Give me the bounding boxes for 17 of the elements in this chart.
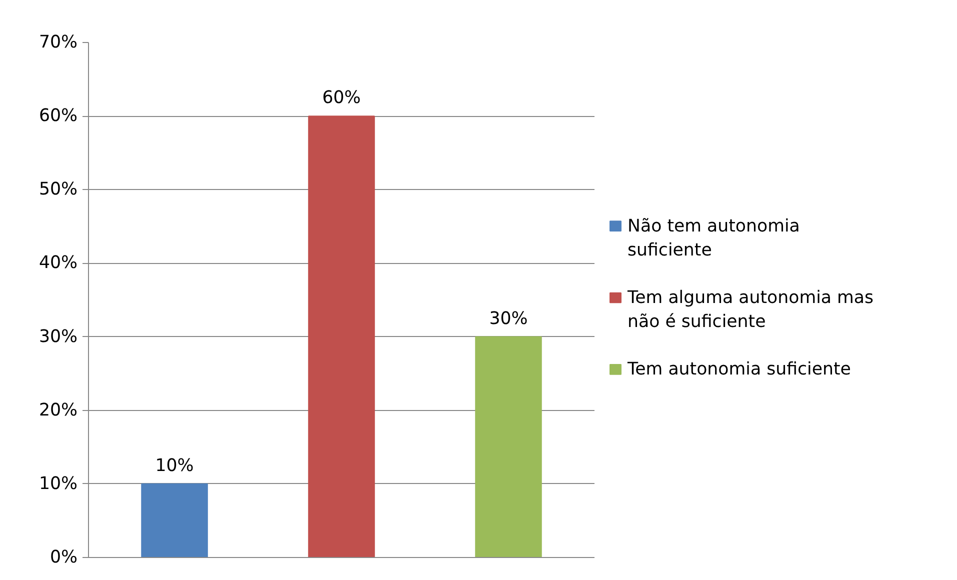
y-tick-label: 70% bbox=[38, 32, 78, 52]
y-tick-label: 40% bbox=[38, 253, 78, 274]
data-label: 60% bbox=[322, 88, 361, 108]
legend-label: Tem alguma autonomia mas não é suficiente bbox=[626, 288, 874, 332]
y-tick-label: 0% bbox=[50, 548, 78, 568]
y-tick-label: 50% bbox=[38, 180, 78, 200]
bar bbox=[141, 483, 208, 558]
y-tick-label: 20% bbox=[38, 400, 78, 420]
bar bbox=[308, 116, 375, 558]
legend-label: Não tem autonomia suficiente bbox=[628, 216, 800, 260]
data-label: 30% bbox=[489, 308, 528, 329]
legend-label: Tem autonomia suficiente bbox=[626, 360, 851, 380]
data-label: 10% bbox=[155, 456, 194, 476]
bar bbox=[475, 336, 542, 558]
y-tick-label: 60% bbox=[38, 106, 78, 126]
y-tick-label: 10% bbox=[38, 474, 78, 494]
y-tick-label: 30% bbox=[38, 326, 78, 347]
